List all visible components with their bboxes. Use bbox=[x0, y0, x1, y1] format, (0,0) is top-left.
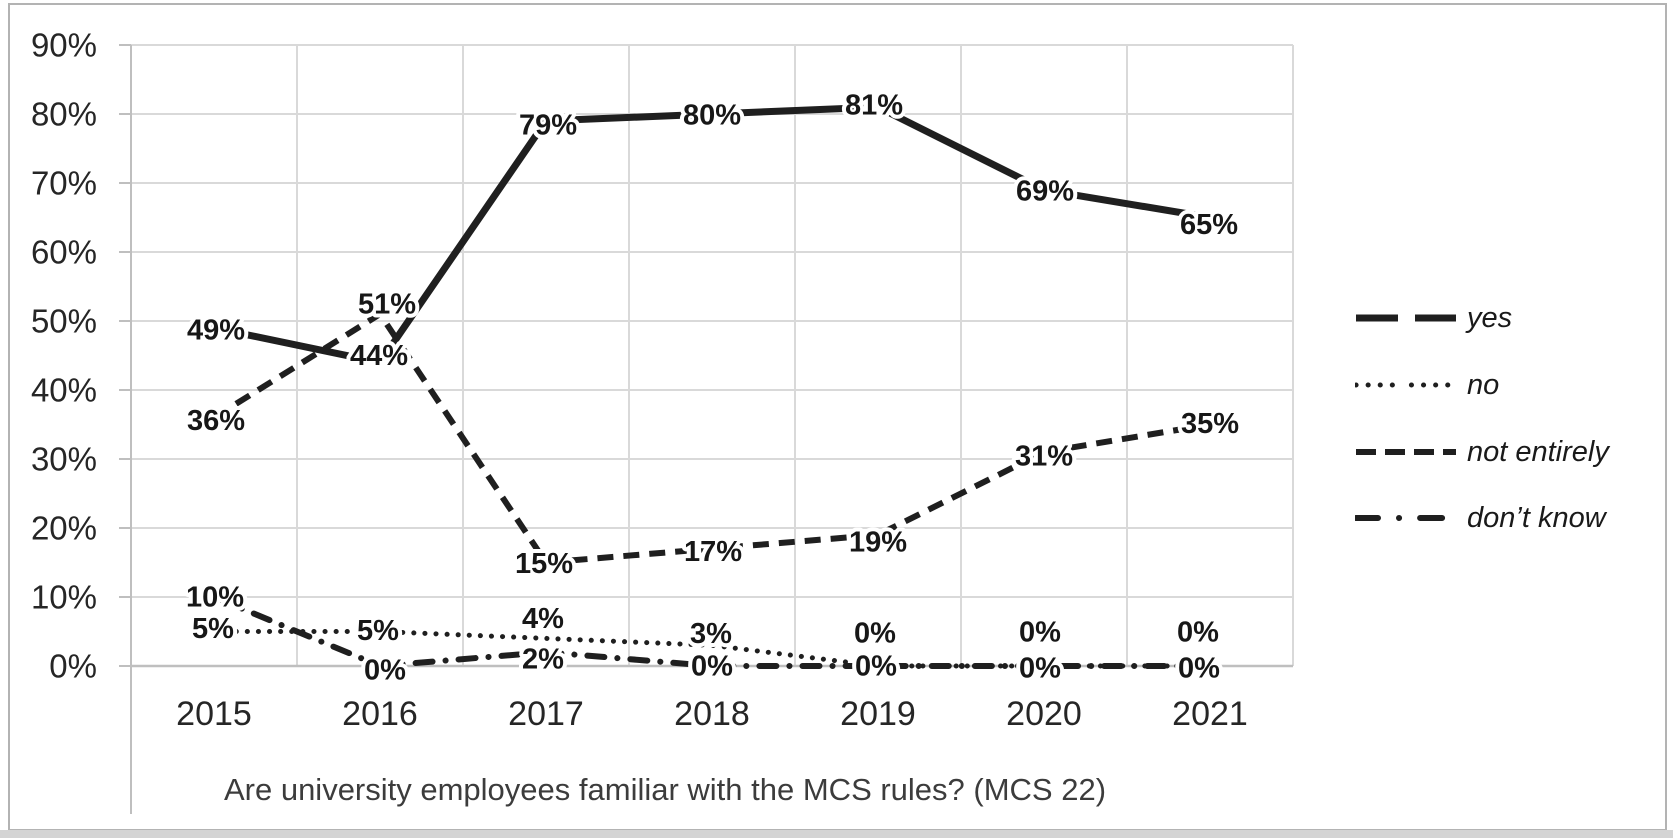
data-label: 0% bbox=[1019, 653, 1061, 685]
x-axis-category-label: 2019 bbox=[840, 695, 916, 733]
figure-bottom-edge bbox=[0, 830, 1673, 838]
x-axis-category-label: 2015 bbox=[176, 695, 252, 733]
data-label: 0% bbox=[1019, 617, 1061, 649]
legend-label-yes: yes bbox=[1467, 302, 1513, 334]
legend-label-no: no bbox=[1467, 369, 1500, 401]
x-axis-category-label: 2020 bbox=[1006, 695, 1082, 733]
series-line-not-entirely bbox=[212, 311, 1211, 566]
data-label: 69% bbox=[1016, 175, 1074, 207]
legend-line-sample-dont-know bbox=[1355, 515, 1457, 521]
data-label: 44% bbox=[350, 340, 408, 372]
legend: yes no not entirely don’t know bbox=[1355, 0, 1665, 838]
data-label: 5% bbox=[357, 615, 399, 647]
data-label: 0% bbox=[364, 655, 406, 687]
y-axis-tick-label: 10% bbox=[31, 579, 97, 616]
series-line-yes bbox=[210, 103, 1214, 366]
x-axis-category-label: 2021 bbox=[1172, 695, 1248, 733]
y-axis-tick-label: 60% bbox=[31, 234, 97, 271]
data-label: 19% bbox=[849, 526, 907, 558]
data-label: 3% bbox=[690, 618, 732, 650]
y-axis-tick-label: 50% bbox=[31, 303, 97, 340]
data-label: 15% bbox=[515, 548, 573, 580]
legend-line-sample-yes bbox=[1356, 314, 1456, 322]
data-label: 0% bbox=[855, 651, 897, 683]
data-label: 0% bbox=[1178, 653, 1220, 685]
y-axis-tick-label: 0% bbox=[49, 648, 97, 685]
data-label: 5% bbox=[192, 613, 234, 645]
legend-line-sample-not-entirely bbox=[1356, 449, 1456, 455]
legend-item-not-entirely: not entirely bbox=[1355, 434, 1609, 470]
legend-item-yes: yes bbox=[1355, 300, 1512, 336]
data-label: 2% bbox=[522, 644, 564, 676]
legend-label-dont-know: don’t know bbox=[1467, 502, 1606, 534]
legend-line-sample-no bbox=[1355, 382, 1457, 388]
legend-label-not-entirely: not entirely bbox=[1467, 436, 1609, 468]
y-axis-tick-label: 80% bbox=[31, 96, 97, 133]
data-label: 36% bbox=[187, 405, 245, 437]
data-label: 51% bbox=[358, 289, 416, 321]
series-line-no bbox=[211, 629, 1213, 669]
y-axis-tick-label: 40% bbox=[31, 372, 97, 409]
data-label: 65% bbox=[1180, 209, 1238, 241]
y-axis-tick-label: 30% bbox=[31, 441, 97, 478]
legend-item-no: no bbox=[1355, 367, 1499, 403]
x-axis-category-label: 2016 bbox=[342, 695, 418, 733]
data-label: 79% bbox=[519, 109, 577, 141]
data-label: 35% bbox=[1181, 408, 1239, 440]
chart-title: Are university employees familiar with t… bbox=[223, 772, 1107, 807]
y-axis-tick-label: 20% bbox=[31, 510, 97, 547]
data-label: 17% bbox=[684, 536, 742, 568]
data-label: 0% bbox=[691, 651, 733, 683]
data-label: 0% bbox=[854, 618, 896, 650]
data-label: 49% bbox=[187, 314, 245, 346]
x-axis-category-label: 2018 bbox=[674, 695, 750, 733]
data-label: 81% bbox=[845, 90, 903, 122]
data-label: 10% bbox=[186, 582, 244, 614]
y-axis-tick-label: 90% bbox=[31, 27, 97, 64]
x-axis-category-label: 2017 bbox=[508, 695, 584, 733]
data-label: 4% bbox=[522, 603, 564, 635]
data-label: 0% bbox=[1177, 617, 1219, 649]
data-label: 31% bbox=[1015, 441, 1073, 473]
legend-item-dont-know: don’t know bbox=[1355, 500, 1606, 536]
series-line-don-t-know bbox=[211, 594, 1213, 669]
y-axis-tick-label: 70% bbox=[31, 165, 97, 202]
data-label: 80% bbox=[683, 100, 741, 132]
